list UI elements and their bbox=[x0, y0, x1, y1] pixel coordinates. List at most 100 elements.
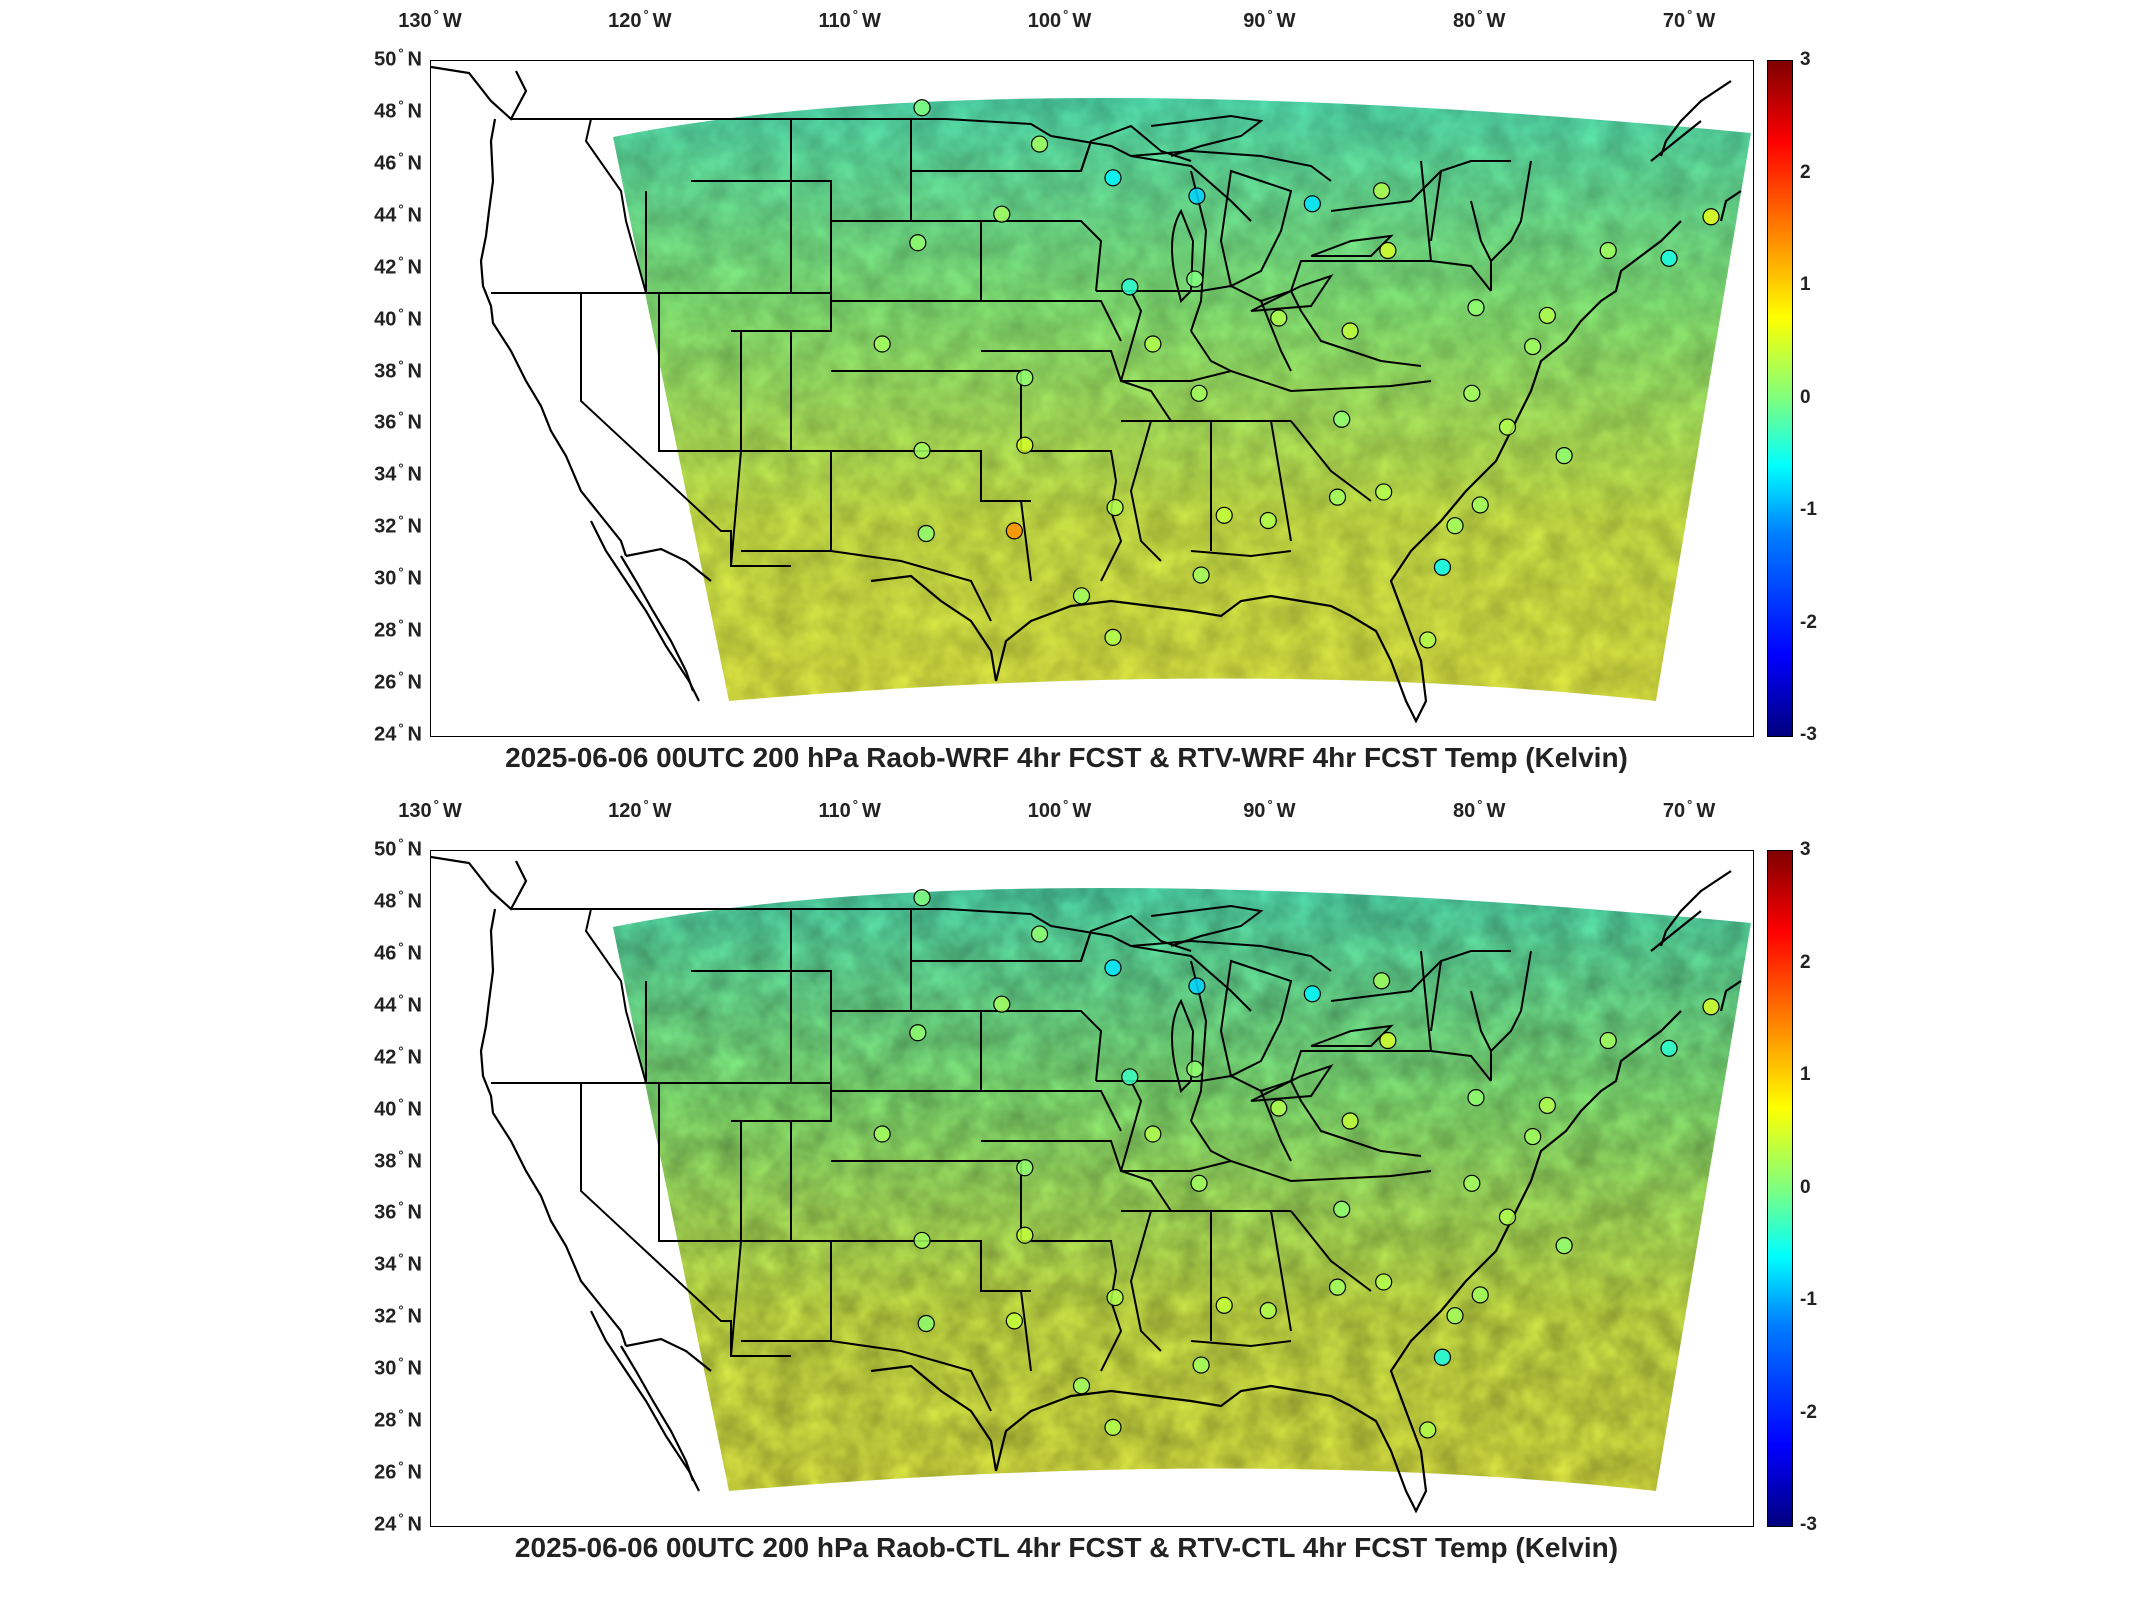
lat-tick-label: 30 ° N bbox=[374, 564, 422, 590]
raob-station-marker bbox=[1375, 483, 1393, 501]
raob-station-marker bbox=[1030, 135, 1049, 153]
raob-station-marker bbox=[1372, 972, 1391, 990]
raob-station-marker bbox=[1104, 1418, 1122, 1436]
lon-tick-label: 70 ° W bbox=[1662, 7, 1716, 32]
raob-station-marker bbox=[1190, 384, 1208, 402]
raob-station-marker bbox=[1190, 1174, 1208, 1192]
lat-tick-label: 24 ° N bbox=[374, 720, 422, 746]
raob-station-marker bbox=[1538, 1096, 1556, 1115]
raob-station-marker bbox=[1471, 1286, 1489, 1304]
great-lakes bbox=[1130, 904, 1394, 1102]
lon-tick-label: 70 ° W bbox=[1662, 797, 1716, 822]
lat-tick-label: 42 ° N bbox=[374, 253, 422, 279]
raob-station-marker bbox=[1259, 1301, 1277, 1320]
lat-tick-label: 34 ° N bbox=[374, 1250, 422, 1276]
lat-tick-label: 32 ° N bbox=[374, 1302, 422, 1328]
lon-tick-label: 130 ° W bbox=[398, 797, 462, 822]
raob-station-marker bbox=[1186, 270, 1204, 288]
lat-tick-label: 48 ° N bbox=[374, 97, 422, 123]
lat-tick-label: 40 ° N bbox=[374, 1095, 422, 1121]
lon-tick-label: 120 ° W bbox=[608, 7, 672, 32]
lat-tick-label: 26 ° N bbox=[374, 668, 422, 694]
lat-tick-label: 36 ° N bbox=[374, 408, 422, 434]
raob-station-marker bbox=[1702, 998, 1720, 1016]
lat-tick-label: 42 ° N bbox=[374, 1043, 422, 1069]
raob-station-marker bbox=[1259, 511, 1277, 530]
raob-station-marker bbox=[1188, 977, 1206, 995]
raob-station-marker bbox=[1498, 1208, 1517, 1226]
lat-tick-label: 44 ° N bbox=[374, 201, 422, 227]
raob-station-marker bbox=[1341, 322, 1359, 340]
colorbar-tick-label: 1 bbox=[1800, 274, 1811, 295]
raob-station-marker bbox=[1375, 1273, 1393, 1291]
coastlines bbox=[431, 65, 1742, 724]
raob-station-marker bbox=[1419, 631, 1437, 649]
colorbar bbox=[1767, 850, 1793, 1527]
raob-station-marker bbox=[873, 335, 891, 353]
coastlines bbox=[431, 855, 1742, 1514]
raob-station-marker bbox=[1433, 1348, 1452, 1366]
raob-station-marker bbox=[1303, 985, 1321, 1003]
raob-station-marker bbox=[1016, 369, 1034, 387]
raob-station-marker bbox=[993, 205, 1011, 223]
raob-station-marker bbox=[1144, 335, 1162, 353]
raob-station-marker bbox=[1463, 1174, 1481, 1192]
raob-station-marker bbox=[1005, 1312, 1023, 1330]
raob-station-marker bbox=[1555, 447, 1573, 465]
raob-station-marker bbox=[1524, 337, 1542, 356]
colorbar-tick-label: 1 bbox=[1800, 1064, 1811, 1085]
colorbar-tick-label: -3 bbox=[1800, 724, 1817, 745]
lon-tick-label: 90 ° W bbox=[1243, 7, 1296, 32]
raob-station-marker bbox=[913, 99, 931, 117]
raob-station-marker bbox=[1104, 628, 1122, 646]
colorbar-tick-label: 2 bbox=[1800, 161, 1811, 183]
raob-station-marker bbox=[993, 995, 1011, 1013]
lon-tick-label: 110 ° W bbox=[818, 797, 881, 822]
colorbar-tick-label: 2 bbox=[1800, 951, 1811, 973]
raob-station-marker bbox=[1660, 1039, 1678, 1057]
raob-station-marker bbox=[1328, 488, 1347, 506]
lat-tick-label: 46 ° N bbox=[374, 939, 422, 965]
raob-station-marker bbox=[917, 1314, 935, 1333]
lat-tick-label: 34 ° N bbox=[374, 460, 422, 486]
raob-station-marker bbox=[1144, 1125, 1162, 1143]
panel-title: 2025-06-06 00UTC 200 hPa Raob-CTL 4hr FC… bbox=[514, 1532, 1619, 1563]
raob-station-marker bbox=[1467, 299, 1485, 317]
raob-station-marker bbox=[1121, 278, 1139, 296]
raob-station-marker bbox=[1538, 306, 1556, 325]
map-frame bbox=[430, 850, 1754, 1527]
lon-tick-label: 110 ° W bbox=[818, 7, 881, 32]
raob-station-marker bbox=[1104, 959, 1122, 977]
raob-station-marker bbox=[1016, 1226, 1034, 1244]
raob-station-marker bbox=[1660, 249, 1678, 267]
raob-station-marker bbox=[1419, 1421, 1437, 1439]
raob-station-marker bbox=[1016, 436, 1034, 454]
raob-station-marker bbox=[1192, 566, 1210, 584]
lat-tick-label: 50 ° N bbox=[374, 45, 422, 71]
analysis-domain-texture bbox=[613, 887, 1751, 1491]
raob-station-marker bbox=[1599, 241, 1617, 260]
colorbar-tick-label: -2 bbox=[1800, 1401, 1817, 1423]
raob-station-marker bbox=[1030, 925, 1049, 943]
lat-tick-label: 38 ° N bbox=[374, 357, 422, 383]
raob-station-marker bbox=[1333, 410, 1351, 428]
colorbar-tick-label: -2 bbox=[1800, 611, 1817, 633]
raob-station-marker bbox=[1446, 1307, 1464, 1325]
raob-station-marker bbox=[917, 524, 935, 543]
map-svg bbox=[431, 855, 1751, 1514]
raob-station-marker bbox=[1702, 208, 1720, 226]
raob-station-marker bbox=[1341, 1112, 1359, 1130]
panel-title: 2025-06-06 00UTC 200 hPa Raob-WRF 4hr FC… bbox=[505, 742, 1628, 773]
panel-raob-wrf: 2025-06-06 00UTC 200 hPa Raob-WRF 4hr FC… bbox=[0, 0, 2133, 790]
state-borders bbox=[491, 908, 1532, 1412]
raob-station-marker bbox=[1072, 587, 1091, 605]
raob-station-marker bbox=[1215, 506, 1233, 524]
colorbar-tick-label: 3 bbox=[1800, 839, 1811, 860]
raob-station-marker bbox=[1379, 1031, 1397, 1050]
raob-station-marker bbox=[1215, 1296, 1233, 1314]
raob-station-marker bbox=[873, 1125, 891, 1143]
lat-tick-label: 46 ° N bbox=[374, 149, 422, 175]
raob-stations bbox=[873, 889, 1720, 1439]
lon-tick-label: 120 ° W bbox=[608, 797, 672, 822]
raob-station-marker bbox=[1446, 517, 1464, 535]
